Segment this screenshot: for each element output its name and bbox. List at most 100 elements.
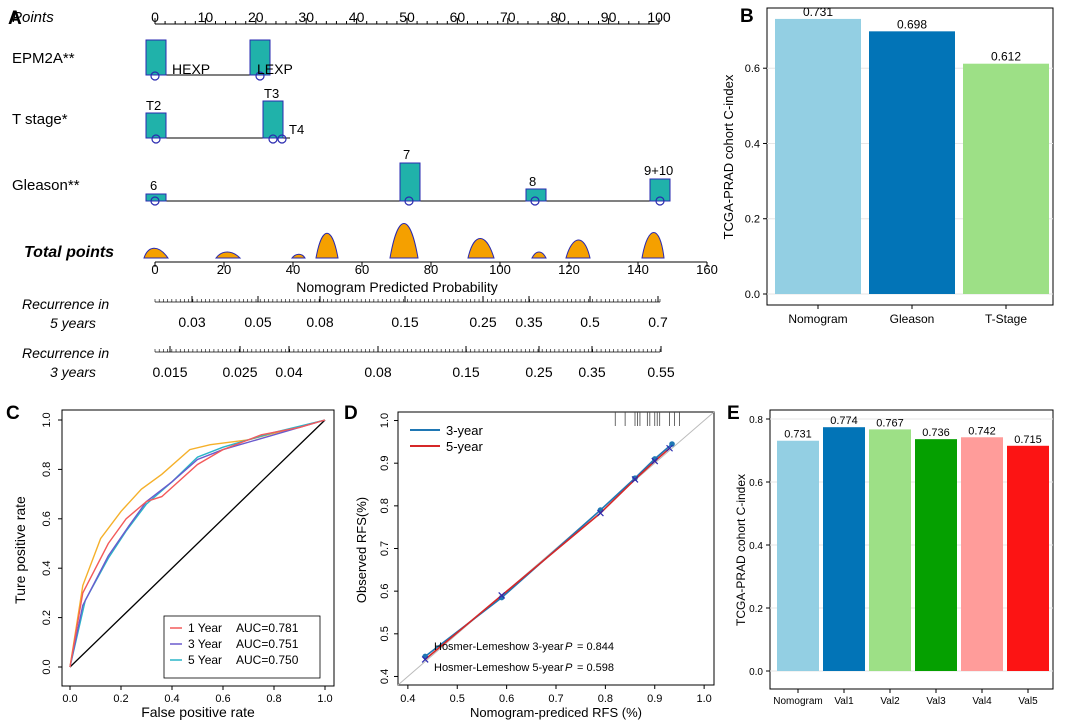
total-points-density	[143, 223, 665, 259]
rec3-tick-label: 0.08	[364, 364, 391, 380]
rec3-label-line1: Recurrence in	[22, 345, 109, 361]
points-tick-label: 80	[550, 9, 566, 25]
panel-b-bar-t-stage	[963, 63, 1049, 295]
points-tick-label: 10	[198, 9, 214, 25]
panel-b-bar-gleason	[869, 31, 955, 295]
rec5-tick-label: 0.03	[178, 314, 205, 330]
total-tick-label: 20	[217, 262, 231, 277]
panel-e-plot: 0.0 0.2 0.4 0.6 0.8 0.731 Nomogram 0.774 Val1 0.7…	[749, 415, 1053, 707]
panel-c-legend-name: 3 Year	[188, 637, 222, 651]
panel-e-category-label: Val3	[926, 696, 946, 707]
panel-d-point-5y	[651, 457, 659, 465]
rec5-tick-label: 0.05	[244, 314, 271, 330]
panel-e-category-label: Val5	[1018, 696, 1038, 707]
epm2a-label: EPM2A**	[12, 50, 75, 67]
panel-e-bar-nomogram	[777, 440, 819, 671]
panel-a-label: A	[8, 8, 22, 29]
panel-b-ytick-label: 0.0	[745, 289, 760, 301]
points-tick-label: 40	[349, 9, 365, 25]
panel-d-hl3-value: = 0.844	[577, 641, 614, 653]
gleason-scale: 6 7 8 9+10	[145, 147, 673, 206]
panel-d-ytick-label: 0.7	[379, 541, 391, 556]
panel-e-category-label: Val4	[972, 696, 992, 707]
recurrence-5y-axis: 0.03 0.05 0.08 0.15 0.25 0.35 0.5 0.7	[154, 296, 668, 330]
panel-c-legend-name: 1 Year	[188, 621, 222, 635]
gleason-7-label: 7	[403, 147, 410, 162]
probability-axis-title: Nomogram Predicted Probability	[296, 279, 498, 295]
panel-d-point-3y	[669, 441, 675, 447]
panel-c-xtick-label: 0.0	[62, 693, 77, 705]
rec5-tick-label: 0.25	[469, 314, 496, 330]
panel-d-legend-5y: 5-year	[446, 439, 484, 454]
panel-e-value-label: 0.715	[1014, 434, 1042, 446]
panel-d-xtick-label: 1.0	[696, 693, 711, 705]
panel-e-ytick-label: 0.0	[749, 667, 763, 678]
panel-c-xtick-label: 0.6	[215, 693, 230, 705]
panel-b-ylabel: TCGA-PRAD cohort C-index	[721, 74, 736, 239]
tstage-t2-bar	[145, 112, 167, 139]
panel-d-line-3-year	[424, 443, 673, 658]
panel-e-category-label: Val2	[880, 696, 900, 707]
panel-e: E TCGA-PRAD cohort C-index 0.00.20.40.60…	[727, 403, 1054, 707]
panel-d-xtick-label: 0.8	[598, 693, 613, 705]
rec5-tick-label: 0.35	[515, 314, 542, 330]
panel-d-hl5-value: = 0.598	[577, 662, 614, 674]
panel-b-value-label: 0.612	[991, 50, 1021, 64]
panel-e-category-label: Val1	[834, 696, 854, 707]
panel-e-ytick-label: 0.4	[749, 541, 763, 552]
total-tick-label: 120	[558, 262, 580, 277]
panel-b-category-label: T-Stage	[985, 312, 1027, 326]
panel-d-xtick-label: 0.7	[548, 693, 563, 705]
panel-e-value-label: 0.736	[922, 427, 950, 439]
panel-d-xtick-label: 0.6	[499, 693, 514, 705]
total-tick-label: 40	[286, 262, 300, 277]
panel-c-legend-name: 5 Year	[188, 653, 222, 667]
rec5-label-line1: Recurrence in	[22, 296, 109, 312]
epm2a-lexp-bar	[249, 39, 271, 76]
points-axis-label: Points	[12, 9, 54, 26]
panel-c-roc-line-0	[69, 419, 326, 668]
rec5-label-line2: 5 years	[50, 315, 96, 331]
points-tick-label: 30	[298, 9, 314, 25]
total-points-label: Total points	[24, 244, 114, 261]
points-tick-label: 0	[151, 9, 159, 25]
rec5-tick-label: 0.08	[306, 314, 333, 330]
epm2a-hexp-label: HEXP	[172, 61, 210, 77]
panel-c-ytick-label: 0.8	[41, 462, 53, 477]
panel-e-ytick-label: 0.6	[749, 478, 763, 489]
total-tick-label: 160	[696, 262, 718, 277]
panel-b-category-label: Gleason	[890, 312, 935, 326]
panel-d-point-5y	[666, 444, 673, 452]
rec3-tick-label: 0.55	[647, 364, 674, 380]
epm2a-scale: HEXP LEXP	[145, 39, 293, 81]
panel-e-value-label: 0.767	[876, 417, 904, 429]
gleason-6-label: 6	[150, 178, 157, 193]
panel-c: C False positive rate Ture positive rate…	[6, 403, 335, 720]
recurrence-3y-axis: 0.015 0.025 0.04 0.08 0.15 0.25 0.35 0.55	[152, 346, 675, 380]
rec5-tick-label: 0.5	[580, 314, 600, 330]
panel-d-ytick-label: 1.0	[379, 413, 391, 428]
rec3-tick-label: 0.015	[152, 364, 187, 380]
rec5-tick-label: 0.7	[648, 314, 668, 330]
panel-e-label: E	[727, 403, 740, 424]
tstage-t3-bar	[262, 100, 284, 139]
panel-e-ytick-label: 0.8	[749, 415, 763, 426]
panel-b-category-label: Nomogram	[788, 312, 847, 326]
rec3-tick-label: 0.35	[578, 364, 605, 380]
panel-c-ytick-label: 0.2	[41, 610, 53, 625]
panel-c-xtick-label: 1.0	[317, 693, 332, 705]
panel-e-ytick-label: 0.2	[749, 604, 763, 615]
panel-d-point-5y	[631, 475, 639, 483]
panel-b-value-label: 0.698	[897, 17, 927, 31]
total-tick-label: 100	[489, 262, 511, 277]
total-tick-label: 80	[424, 262, 438, 277]
panel-e-value-label: 0.731	[784, 429, 812, 441]
panel-e-bar-val1	[823, 427, 865, 671]
total-tick-label: 140	[627, 262, 649, 277]
panel-e-bar-val4	[961, 437, 1003, 671]
panel-c-legend-auc: AUC=0.751	[236, 637, 299, 651]
panel-d-label: D	[344, 403, 358, 424]
panel-c-legend-auc: AUC=0.750	[236, 653, 299, 667]
total-points-axis: 0 20 40 60 80 100 120 140 160	[151, 261, 718, 277]
